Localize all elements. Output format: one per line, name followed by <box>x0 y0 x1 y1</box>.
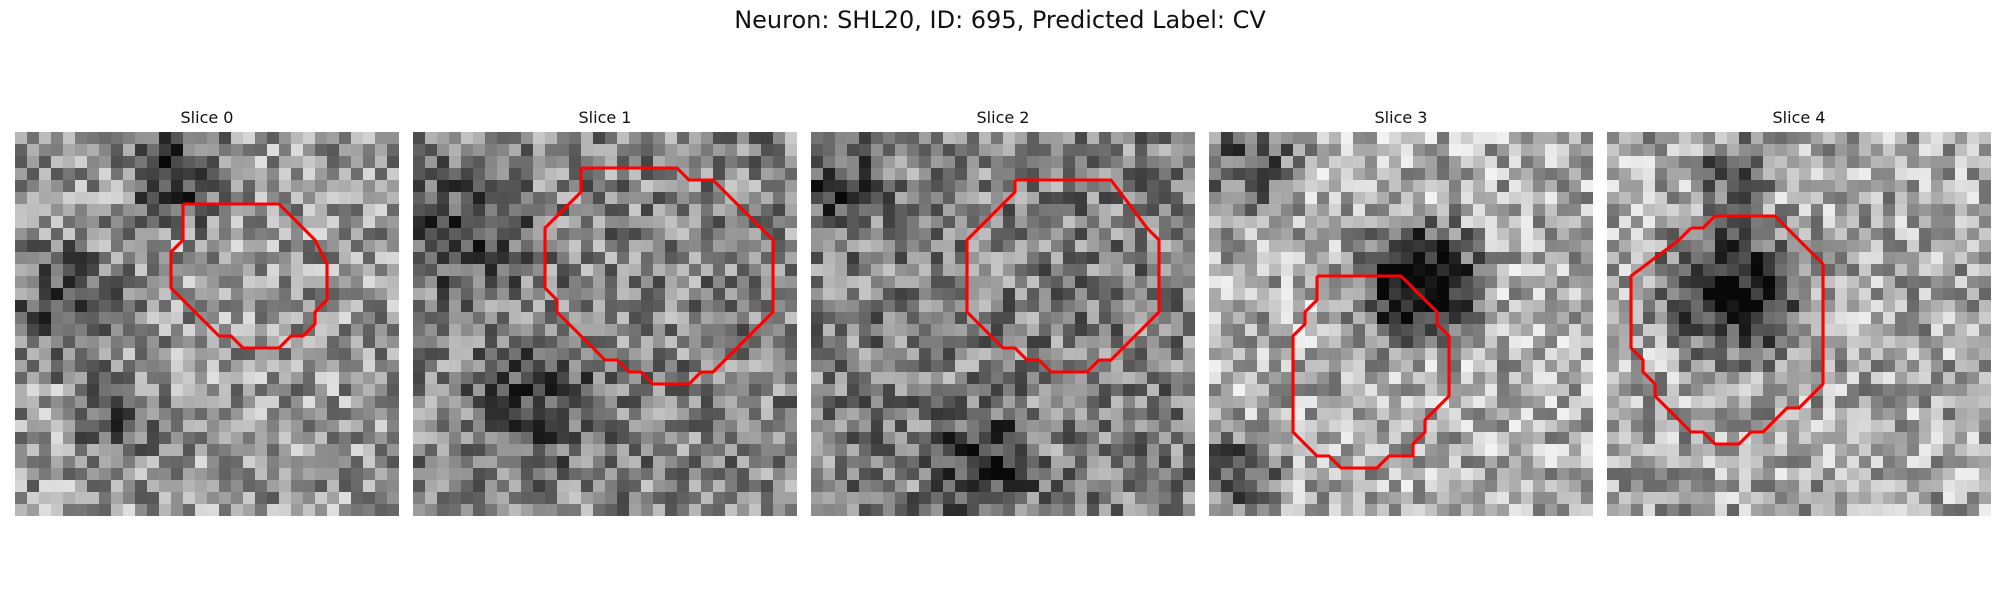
neuron-contour-2 <box>965 178 1161 374</box>
slice-title-3: Slice 3 <box>1374 108 1428 127</box>
neuron-contour-0 <box>169 202 329 350</box>
slice-panel-1: Slice 1 <box>413 108 797 516</box>
slice-panel-4: Slice 4 <box>1607 108 1991 516</box>
slice-panel-3: Slice 3 <box>1209 108 1593 516</box>
slice-title-4: Slice 4 <box>1772 108 1826 127</box>
slice-image-0 <box>15 132 399 516</box>
slice-panel-2: Slice 2 <box>811 108 1195 516</box>
slice-image-1 <box>413 132 797 516</box>
slice-image-3 <box>1209 132 1593 516</box>
slice-image-2 <box>811 132 1195 516</box>
figure-title: Neuron: SHL20, ID: 695, Predicted Label:… <box>734 6 1266 34</box>
slice-image-4 <box>1607 132 1991 516</box>
slice-title-2: Slice 2 <box>976 108 1030 127</box>
slice-panel-0: Slice 0 <box>15 108 399 516</box>
neuron-contour-1 <box>543 166 775 386</box>
neuron-contour-4 <box>1629 214 1825 446</box>
slice-title-1: Slice 1 <box>578 108 632 127</box>
neuron-contour-3 <box>1291 274 1451 470</box>
slice-title-0: Slice 0 <box>180 108 234 127</box>
